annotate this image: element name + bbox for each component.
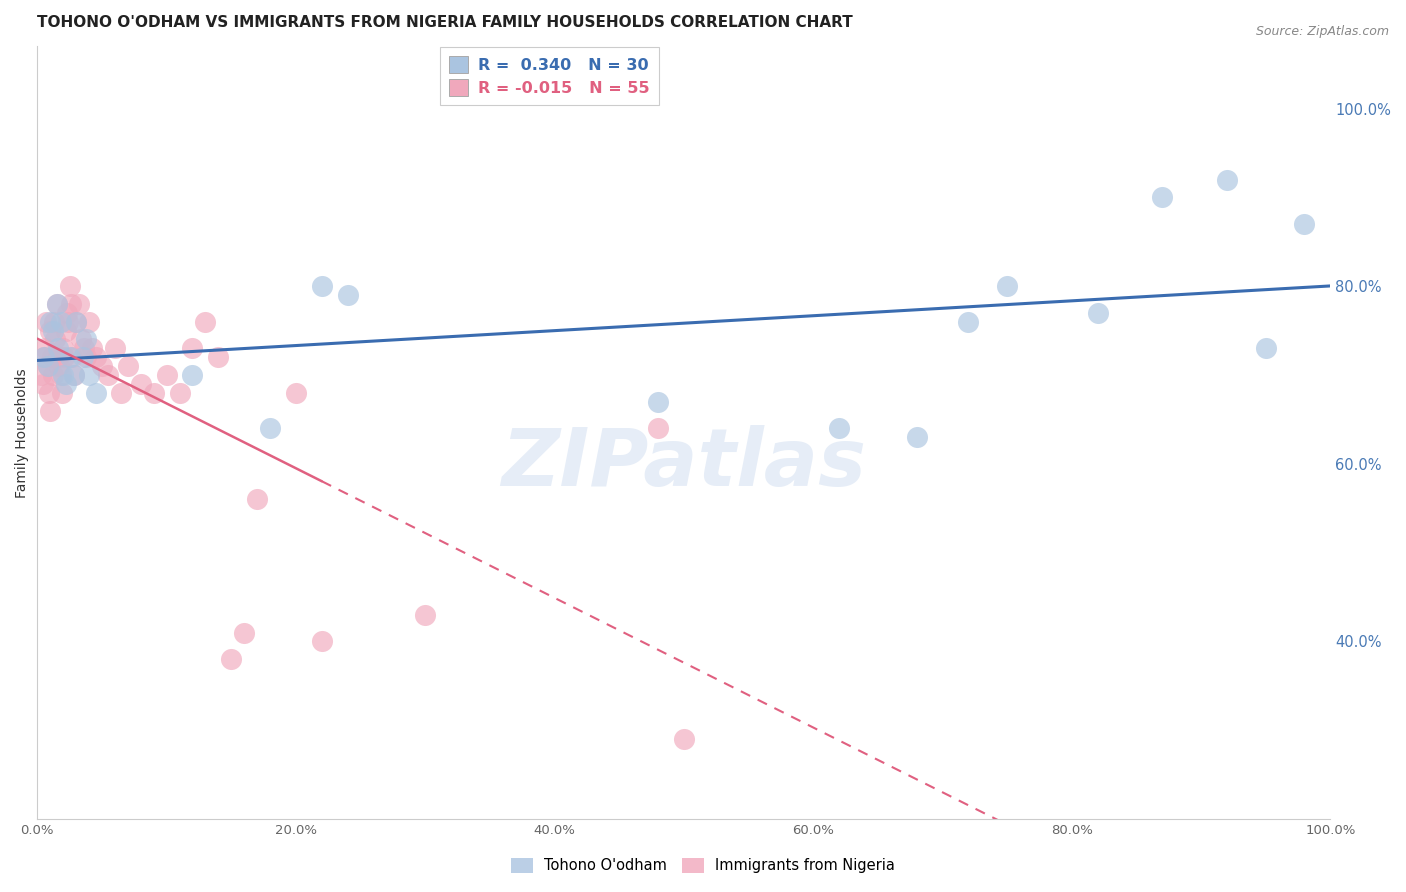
Point — [129, 376, 152, 391]
Point — [46, 342, 69, 356]
Point — [1254, 342, 1277, 356]
Point — [117, 359, 139, 373]
Point — [75, 350, 97, 364]
Point — [1294, 217, 1316, 231]
Point — [44, 333, 66, 347]
Legend: R =  0.340   N = 30, R = -0.015   N = 55: R = 0.340 N = 30, R = -0.015 N = 55 — [440, 46, 659, 105]
Point — [905, 430, 928, 444]
Point — [181, 368, 204, 382]
Point — [39, 324, 62, 338]
Point — [39, 315, 62, 329]
Point — [49, 315, 72, 329]
Point — [91, 359, 114, 373]
Text: Source: ZipAtlas.com: Source: ZipAtlas.com — [1256, 25, 1389, 38]
Point — [77, 368, 100, 382]
Point — [49, 368, 72, 382]
Point — [181, 342, 204, 356]
Text: TOHONO O'ODHAM VS IMMIGRANTS FROM NIGERIA FAMILY HOUSEHOLDS CORRELATION CHART: TOHONO O'ODHAM VS IMMIGRANTS FROM NIGERI… — [38, 15, 853, 30]
Point — [73, 342, 96, 356]
Point — [80, 342, 103, 356]
Point — [45, 297, 67, 311]
Point — [995, 279, 1018, 293]
Point — [259, 421, 281, 435]
Point — [45, 297, 67, 311]
Point — [67, 297, 90, 311]
Point — [62, 368, 84, 382]
Point — [77, 315, 100, 329]
Point — [97, 368, 120, 382]
Point — [672, 732, 695, 747]
Point — [1216, 172, 1239, 186]
Point — [55, 376, 77, 391]
Point — [110, 385, 132, 400]
Point — [52, 368, 75, 382]
Point — [336, 288, 359, 302]
Text: ZIPatlas: ZIPatlas — [502, 425, 866, 502]
Point — [44, 315, 66, 329]
Point — [35, 315, 58, 329]
Point — [65, 315, 87, 329]
Point — [311, 279, 333, 293]
Point — [53, 350, 76, 364]
Point — [37, 359, 59, 373]
Point — [42, 324, 65, 338]
Point — [246, 492, 269, 507]
Point — [169, 385, 191, 400]
Point — [46, 350, 69, 364]
Point — [59, 297, 82, 311]
Point — [31, 376, 53, 391]
Point — [32, 350, 55, 364]
Y-axis label: Family Households: Family Households — [15, 368, 30, 498]
Point — [48, 359, 70, 373]
Point — [34, 342, 56, 356]
Point — [284, 385, 307, 400]
Point — [32, 350, 55, 364]
Legend: Tohono O'odham, Immigrants from Nigeria: Tohono O'odham, Immigrants from Nigeria — [503, 850, 903, 880]
Point — [84, 350, 107, 364]
Point — [219, 652, 242, 666]
Point — [59, 279, 82, 293]
Point — [207, 350, 229, 364]
Point — [30, 368, 52, 382]
Point — [647, 421, 669, 435]
Point — [41, 350, 63, 364]
Point — [75, 333, 97, 347]
Point — [1152, 190, 1174, 204]
Point — [38, 385, 60, 400]
Point — [957, 315, 980, 329]
Point — [37, 359, 59, 373]
Point — [142, 385, 165, 400]
Point — [233, 625, 256, 640]
Point — [55, 324, 77, 338]
Point — [65, 315, 87, 329]
Point — [62, 368, 84, 382]
Point — [52, 342, 75, 356]
Point — [56, 306, 79, 320]
Point — [51, 385, 73, 400]
Point — [311, 634, 333, 648]
Point — [647, 394, 669, 409]
Point — [194, 315, 217, 329]
Point — [413, 607, 436, 622]
Point — [156, 368, 179, 382]
Point — [84, 385, 107, 400]
Point — [1087, 306, 1109, 320]
Point — [72, 350, 94, 364]
Point — [70, 333, 93, 347]
Point — [58, 315, 80, 329]
Point — [59, 350, 82, 364]
Point — [104, 342, 127, 356]
Point — [42, 368, 65, 382]
Point — [60, 350, 83, 364]
Point — [828, 421, 851, 435]
Point — [39, 403, 62, 417]
